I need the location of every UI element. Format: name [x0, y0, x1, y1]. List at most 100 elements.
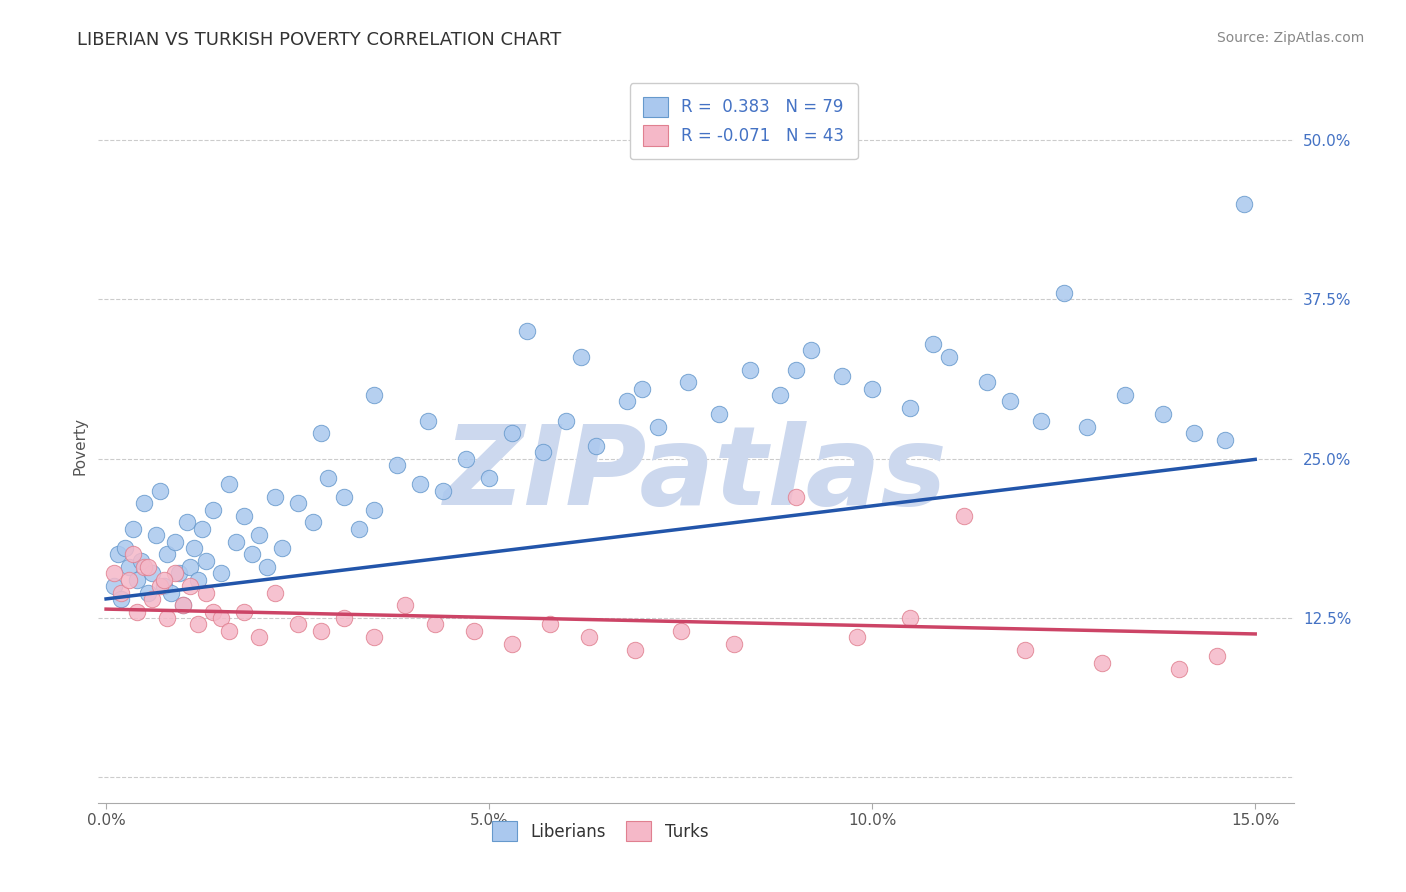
Point: [163, 534, 186, 549]
Point: [707, 407, 730, 421]
Point: [118, 560, 141, 574]
Point: [785, 490, 807, 504]
Point: [183, 541, 205, 555]
Point: [738, 362, 761, 376]
Point: [218, 477, 240, 491]
Point: [616, 394, 638, 409]
Point: [1114, 388, 1136, 402]
Point: [394, 599, 416, 613]
Point: [247, 630, 270, 644]
Point: [179, 560, 201, 574]
Point: [538, 617, 561, 632]
Point: [167, 566, 190, 581]
Point: [103, 566, 125, 581]
Point: [202, 502, 225, 516]
Point: [860, 382, 883, 396]
Point: [218, 624, 240, 638]
Point: [172, 599, 194, 613]
Point: [416, 413, 439, 427]
Point: [160, 585, 183, 599]
Point: [202, 605, 225, 619]
Point: [152, 573, 174, 587]
Point: [114, 541, 136, 555]
Point: [425, 617, 447, 632]
Point: [141, 566, 163, 581]
Point: [385, 458, 409, 472]
Point: [316, 471, 339, 485]
Point: [156, 547, 179, 561]
Point: [156, 611, 179, 625]
Point: [432, 483, 454, 498]
Point: [271, 541, 294, 555]
Point: [456, 451, 478, 466]
Point: [187, 617, 209, 632]
Legend: Liberians, Turks: Liberians, Turks: [486, 814, 714, 848]
Point: [179, 579, 201, 593]
Point: [263, 490, 285, 504]
Point: [309, 624, 332, 638]
Point: [145, 528, 167, 542]
Point: [1091, 656, 1114, 670]
Point: [516, 324, 538, 338]
Point: [194, 554, 217, 568]
Point: [585, 439, 607, 453]
Point: [125, 605, 148, 619]
Point: [103, 579, 125, 593]
Point: [332, 611, 354, 625]
Point: [1029, 413, 1052, 427]
Point: [149, 579, 172, 593]
Point: [225, 534, 247, 549]
Point: [669, 624, 692, 638]
Point: [998, 394, 1021, 409]
Point: [187, 573, 209, 587]
Point: [623, 643, 645, 657]
Point: [845, 630, 868, 644]
Point: [233, 605, 256, 619]
Point: [785, 362, 807, 376]
Point: [363, 502, 385, 516]
Point: [332, 490, 354, 504]
Point: [578, 630, 600, 644]
Point: [723, 636, 745, 650]
Point: [134, 496, 156, 510]
Point: [122, 547, 145, 561]
Point: [1014, 643, 1036, 657]
Text: LIBERIAN VS TURKISH POVERTY CORRELATION CHART: LIBERIAN VS TURKISH POVERTY CORRELATION …: [77, 31, 561, 49]
Point: [1053, 286, 1076, 301]
Point: [1167, 662, 1189, 676]
Point: [302, 516, 325, 530]
Point: [409, 477, 432, 491]
Point: [363, 388, 385, 402]
Point: [1182, 426, 1205, 441]
Point: [1076, 420, 1098, 434]
Point: [531, 445, 554, 459]
Point: [1152, 407, 1174, 421]
Point: [110, 591, 132, 606]
Point: [938, 350, 960, 364]
Point: [191, 522, 214, 536]
Point: [194, 585, 217, 599]
Point: [118, 573, 141, 587]
Point: [240, 547, 263, 561]
Point: [647, 420, 669, 434]
Point: [631, 382, 654, 396]
Text: Source: ZipAtlas.com: Source: ZipAtlas.com: [1216, 31, 1364, 45]
Point: [209, 611, 232, 625]
Point: [569, 350, 592, 364]
Point: [501, 426, 523, 441]
Point: [501, 636, 523, 650]
Point: [263, 585, 285, 599]
Point: [176, 516, 198, 530]
Point: [478, 471, 501, 485]
Point: [233, 509, 256, 524]
Point: [107, 547, 129, 561]
Point: [1213, 433, 1236, 447]
Point: [347, 522, 370, 536]
Point: [900, 611, 922, 625]
Point: [125, 573, 148, 587]
Point: [287, 496, 309, 510]
Point: [129, 554, 152, 568]
Point: [134, 560, 156, 574]
Point: [922, 337, 945, 351]
Point: [152, 579, 174, 593]
